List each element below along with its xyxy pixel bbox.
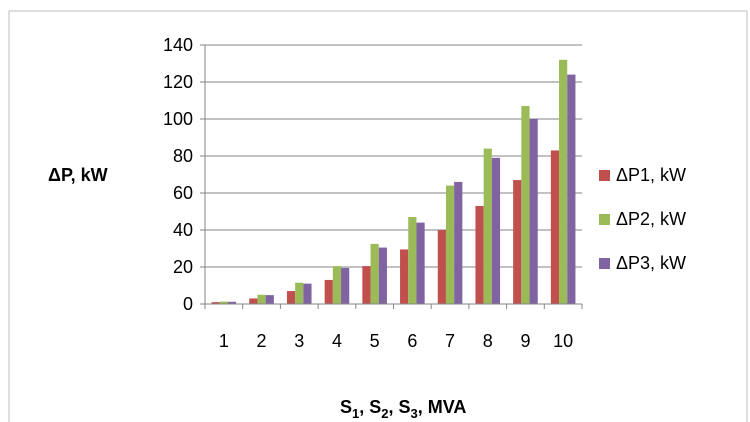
y-tick-labels: 0 20 40 60 80 100 120 140 — [163, 35, 193, 314]
bar-2-6 — [408, 217, 417, 304]
legend-label: ΔP1, kW — [616, 165, 686, 185]
x-tick-label: 10 — [553, 331, 573, 351]
bar-3-9 — [529, 119, 538, 304]
x-tick-label: 2 — [257, 331, 267, 351]
legend-swatch — [599, 258, 610, 269]
bar-2-8 — [483, 148, 492, 304]
x-title-part: S — [340, 397, 352, 417]
x-tick-label: 3 — [294, 331, 304, 351]
bar-2-5 — [370, 243, 379, 304]
bar-3-8 — [491, 157, 501, 304]
bar-3-3 — [303, 283, 312, 304]
bar-2-2 — [257, 294, 266, 304]
bar-1-2 — [249, 298, 258, 304]
x-tick-label: 8 — [483, 331, 493, 351]
y-tick-label: 20 — [173, 257, 193, 277]
x-tick-label: 4 — [332, 331, 342, 351]
y-tick-label: 40 — [173, 220, 193, 240]
x-tick-label: 5 — [370, 331, 380, 351]
x-tick-label: 6 — [407, 331, 417, 351]
y-tick-label: 140 — [163, 35, 193, 55]
x-title-part: , S — [359, 397, 381, 417]
y-tick-label: 120 — [163, 72, 193, 92]
bar-1-7 — [437, 230, 446, 304]
legend-swatch — [599, 214, 610, 225]
y-tick-label: 100 — [163, 109, 193, 129]
y-tick-label: 80 — [173, 146, 193, 166]
chart-border — [8, 10, 748, 422]
bar-2-3 — [295, 282, 304, 304]
x-tick-label: 1 — [219, 331, 229, 351]
gridlines — [200, 44, 582, 305]
bar-3-6 — [416, 222, 425, 304]
bar-2-1 — [219, 301, 228, 304]
bar-2-9 — [521, 106, 530, 304]
axes — [204, 45, 583, 309]
y-tick-label: 0 — [183, 294, 193, 314]
x-title-subscript: 1 — [352, 406, 359, 421]
bar-2-4 — [332, 266, 342, 304]
x-tick-labels: 1 2 3 4 5 6 7 8 9 10 — [219, 331, 573, 351]
bar-1-8 — [475, 205, 484, 304]
bar-3-1 — [227, 301, 237, 304]
x-title-part: , MVA — [418, 397, 467, 417]
bar-3-4 — [341, 267, 350, 304]
bar-1-9 — [513, 180, 522, 304]
bars-group — [211, 59, 576, 304]
bar-2-10 — [559, 59, 568, 304]
bar-1-10 — [550, 150, 560, 304]
x-title-subscript: 2 — [381, 406, 388, 421]
bar-1-6 — [400, 249, 409, 304]
bar-3-2 — [265, 295, 274, 304]
y-tick-label: 60 — [173, 183, 193, 203]
y-axis-title: ΔP, kW — [48, 165, 108, 185]
x-tick-label: 9 — [520, 331, 530, 351]
x-tick-label: 7 — [445, 331, 455, 351]
bar-1-3 — [286, 291, 296, 304]
bar-1-1 — [211, 302, 220, 304]
bar-3-7 — [454, 181, 463, 304]
x-title-subscript: 3 — [411, 406, 418, 421]
bar-3-10 — [567, 74, 576, 304]
legend-label: ΔP3, kW — [616, 253, 686, 273]
x-axis-title: S1, S2, S3, MVA — [340, 397, 466, 421]
x-title-part: , S — [389, 397, 411, 417]
legend-label: ΔP2, kW — [616, 209, 686, 229]
bar-1-5 — [362, 266, 371, 304]
bar-1-4 — [324, 279, 333, 304]
legend: ΔP1, kW ΔP2, kW ΔP3, kW — [599, 165, 686, 273]
bar-2-7 — [445, 185, 455, 304]
bar-3-5 — [378, 247, 387, 304]
legend-swatch — [599, 170, 610, 181]
